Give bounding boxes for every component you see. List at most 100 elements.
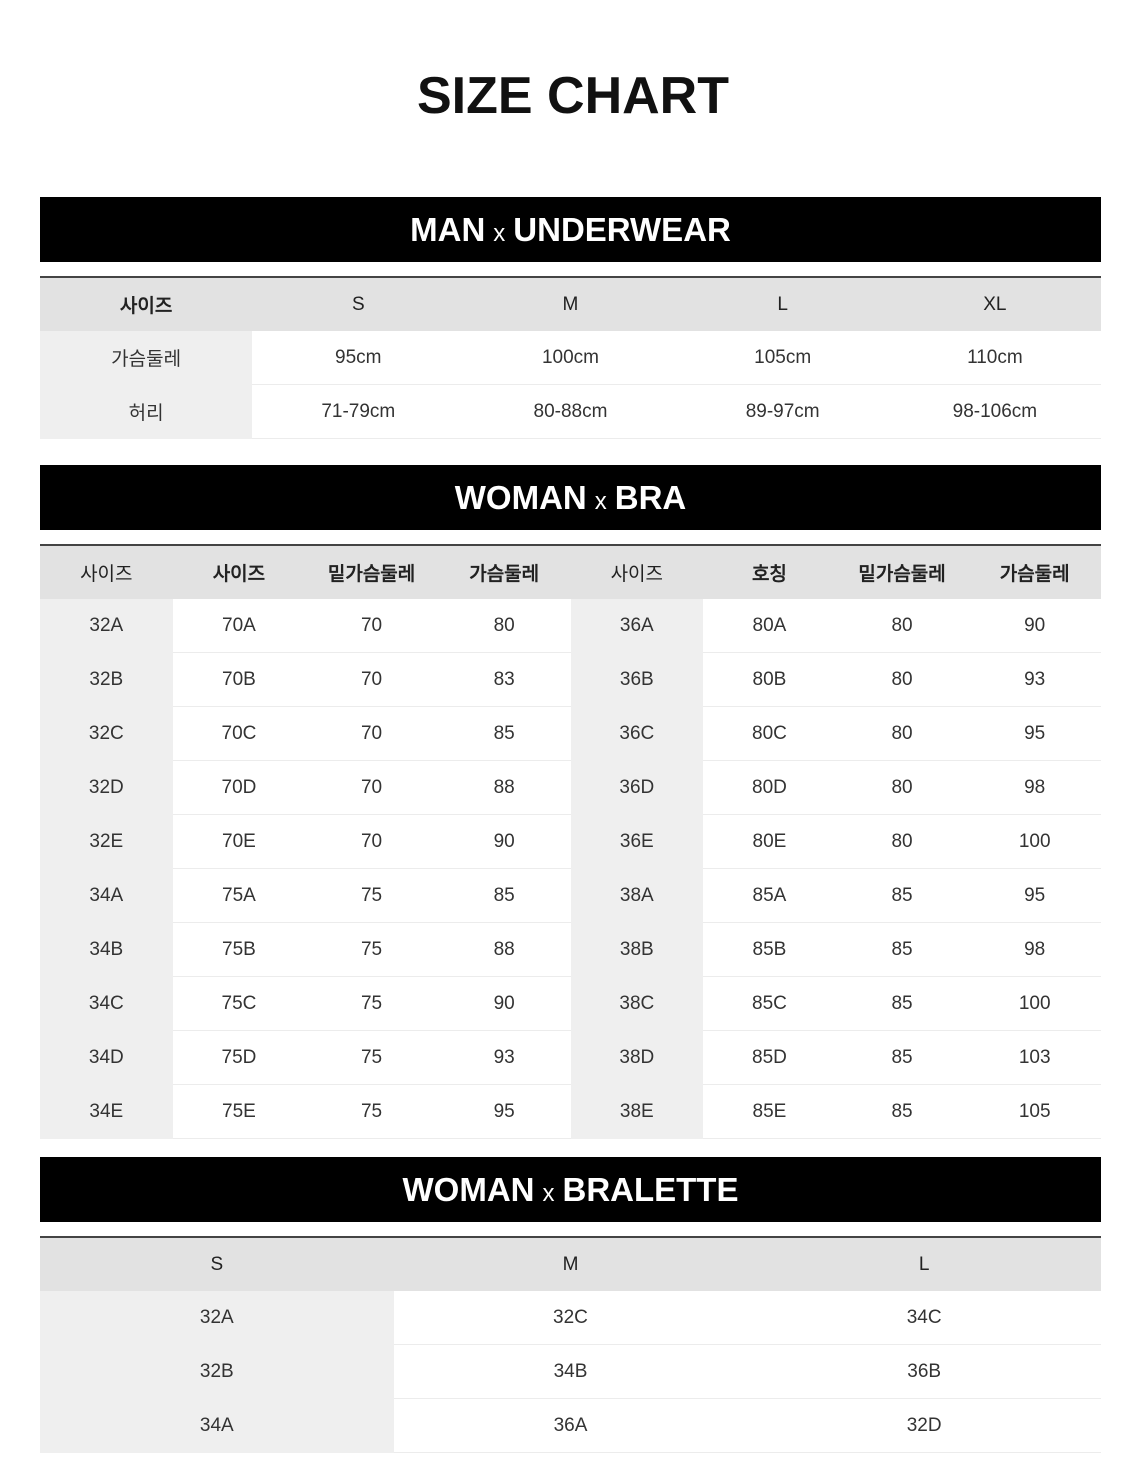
table-cell: 36B [747, 1344, 1101, 1399]
table-cell: 75D [172, 1030, 306, 1085]
banner-sep: x [542, 1180, 555, 1207]
table-cell: 95cm [252, 331, 465, 385]
table-cell: 98-106cm [888, 384, 1101, 439]
table-cell: 70 [305, 760, 438, 815]
table-cell: 71-79cm [252, 384, 465, 439]
table-cell: 38E [570, 1084, 704, 1139]
table-cell: 90 [968, 599, 1101, 653]
table-cell: 36A [570, 599, 704, 653]
table-cell: 70 [305, 814, 438, 869]
table-cell: 85B [703, 922, 836, 977]
table-cell: 85C [703, 976, 836, 1031]
table-cell: 80 [835, 814, 969, 869]
table-cell: 34E [40, 1084, 173, 1139]
table-cell: 88 [437, 922, 571, 977]
section-banner-man-underwear: MAN x UNDERWEAR [40, 197, 1101, 262]
table-cell: 75C [172, 976, 306, 1031]
column-header: 사이즈 [40, 277, 253, 331]
table-cell: 80 [835, 760, 969, 815]
table-cell: 100 [968, 814, 1101, 869]
table-cell: 75 [305, 868, 438, 923]
table-cell: 70A [172, 599, 306, 653]
column-header: XL [888, 277, 1101, 331]
table-cell: 32A [40, 599, 173, 653]
table-cell: 85 [437, 706, 571, 761]
woman-bralette-table: S M L 32A 32C 34C 32B 34B 36B 34A 36A 32D [40, 1236, 1101, 1453]
table-cell: 85E [703, 1084, 836, 1139]
table-row: 허리 71-79cm 80-88cm 89-97cm 98-106cm [40, 384, 1101, 439]
table-cell: 95 [437, 1084, 571, 1139]
header-row: 사이즈 사이즈 밑가슴둘레 가슴둘레 사이즈 호칭 밑가슴둘레 가슴둘레 [40, 545, 1101, 599]
banner-left: WOMAN [454, 479, 587, 516]
man-underwear-table: 사이즈 S M L XL 가슴둘레 95cm 100cm 105cm 110cm 허리 71-79cm… [40, 276, 1101, 439]
column-header: 사이즈 [570, 545, 704, 599]
table-cell: 70D [172, 760, 306, 815]
banner-left: MAN [410, 211, 486, 248]
table-cell: 38A [570, 868, 704, 923]
table-cell: 85A [703, 868, 836, 923]
table-cell: 100cm [464, 331, 677, 385]
table-cell: 36C [570, 706, 704, 761]
table-cell: 32C [40, 706, 173, 761]
table-row: 34E 75E 75 95 38E 85E 85 105 [40, 1084, 1101, 1139]
column-header: 가슴둘레 [968, 545, 1101, 599]
banner-right: BRALETTE [562, 1171, 739, 1208]
table-cell: 허리 [40, 384, 253, 439]
table-row: 34A 75A 75 85 38A 85A 85 95 [40, 868, 1101, 923]
column-header: L [676, 277, 889, 331]
table-cell: 110cm [888, 331, 1101, 385]
table-row: 34B 75B 75 88 38B 85B 85 98 [40, 922, 1101, 977]
table-cell: 80C [703, 706, 836, 761]
table-cell: 90 [437, 976, 571, 1031]
column-header: S [252, 277, 465, 331]
table-cell: 36E [570, 814, 704, 869]
column-header: 사이즈 [172, 545, 306, 599]
table-cell: 95 [968, 706, 1101, 761]
banner-right: BRA [614, 479, 687, 516]
table-cell: 38D [570, 1030, 704, 1085]
table-row: 32B 70B 70 83 36B 80B 80 93 [40, 652, 1101, 707]
column-header: 밑가슴둘레 [835, 545, 969, 599]
table-cell: 80E [703, 814, 836, 869]
table-cell: 70 [305, 599, 438, 653]
section-banner-woman-bralette: WOMAN x BRALETTE [40, 1157, 1101, 1222]
table-cell: 93 [968, 652, 1101, 707]
table-cell: 75A [172, 868, 306, 923]
table-cell: 75 [305, 1084, 438, 1139]
column-header: M [393, 1237, 748, 1291]
header-row: 사이즈 S M L XL [40, 277, 1101, 331]
table-cell: 36A [393, 1398, 748, 1453]
table-cell: 34B [393, 1344, 748, 1399]
table-cell: 85 [835, 922, 969, 977]
table-row: 32D 70D 70 88 36D 80D 80 98 [40, 760, 1101, 815]
table-row: 32E 70E 70 90 36E 80E 80 100 [40, 814, 1101, 869]
table-cell: 32D [747, 1398, 1101, 1453]
table-cell: 80B [703, 652, 836, 707]
table-cell: 90 [437, 814, 571, 869]
table-cell: 34A [40, 868, 173, 923]
table-cell: 80A [703, 599, 836, 653]
table-cell: 85D [703, 1030, 836, 1085]
table-cell: 32C [393, 1291, 748, 1345]
table-row: 32C 70C 70 85 36C 80C 80 95 [40, 706, 1101, 761]
table-cell: 89-97cm [676, 384, 889, 439]
column-header: 사이즈 [40, 545, 173, 599]
table-cell: 34C [747, 1291, 1101, 1345]
table-cell: 70C [172, 706, 306, 761]
table-cell: 88 [437, 760, 571, 815]
table-cell: 70 [305, 706, 438, 761]
table-row: 34A 36A 32D [40, 1398, 1101, 1453]
banner-sep: x [493, 220, 506, 247]
banner-left: WOMAN [402, 1171, 535, 1208]
table-cell: 80D [703, 760, 836, 815]
table-cell: 38B [570, 922, 704, 977]
table-cell: 80 [835, 706, 969, 761]
column-header: L [747, 1237, 1101, 1291]
table-cell: 103 [968, 1030, 1101, 1085]
table-cell: 98 [968, 922, 1101, 977]
table-cell: 85 [437, 868, 571, 923]
table-cell: 32E [40, 814, 173, 869]
table-cell: 85 [835, 1030, 969, 1085]
table-cell: 가슴둘레 [40, 331, 253, 385]
